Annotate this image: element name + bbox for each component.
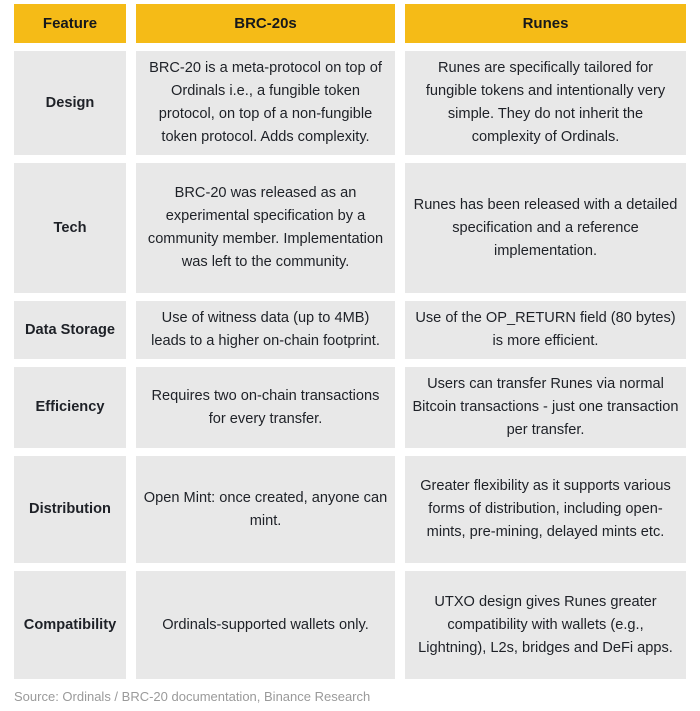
- brc20-cell: Open Mint: once created, anyone can mint…: [136, 456, 395, 564]
- header-cell-feature: Feature: [14, 4, 126, 43]
- table-row-compatibility: Compatibility Ordinals-supported wallets…: [14, 571, 686, 680]
- brc20-cell: BRC-20 was released as an experimental s…: [136, 163, 395, 294]
- source-attribution: Source: Ordinals / BRC-20 documentation,…: [14, 689, 371, 705]
- feature-label: Tech: [14, 163, 126, 294]
- runes-cell: Use of the OP_RETURN field (80 bytes) is…: [405, 301, 686, 360]
- header-cell-runes: Runes: [405, 4, 686, 43]
- runes-cell: Runes are specifically tailored for fung…: [405, 51, 686, 156]
- brc20-cell: Ordinals-supported wallets only.: [136, 571, 395, 680]
- header-cell-brc20: BRC-20s: [136, 4, 395, 43]
- table-row-design: Design BRC-20 is a meta-protocol on top …: [14, 51, 686, 156]
- table-row-data-storage: Data Storage Use of witness data (up to …: [14, 301, 686, 360]
- brc20-cell: Use of witness data (up to 4MB) leads to…: [136, 301, 395, 360]
- runes-cell: Users can transfer Runes via normal Bitc…: [405, 367, 686, 449]
- feature-label: Distribution: [14, 456, 126, 564]
- table-row-tech: Tech BRC-20 was released as an experimen…: [14, 163, 686, 294]
- table-row-efficiency: Efficiency Requires two on-chain transac…: [14, 367, 686, 449]
- feature-label: Data Storage: [14, 301, 126, 360]
- table-header-row: Feature BRC-20s Runes: [14, 4, 686, 43]
- feature-label: Design: [14, 51, 126, 156]
- runes-cell: Runes has been released with a detailed …: [405, 163, 686, 294]
- brc20-cell: Requires two on-chain transactions for e…: [136, 367, 395, 449]
- brc20-vs-runes-table: Feature BRC-20s Runes Design BRC-20 is a…: [14, 4, 686, 680]
- runes-cell: Greater flexibility as it supports vario…: [405, 456, 686, 564]
- brc20-cell: BRC-20 is a meta-protocol on top of Ordi…: [136, 51, 395, 156]
- table-row-distribution: Distribution Open Mint: once created, an…: [14, 456, 686, 564]
- feature-label: Compatibility: [14, 571, 126, 680]
- runes-cell: UTXO design gives Runes greater compatib…: [405, 571, 686, 680]
- feature-label: Efficiency: [14, 367, 126, 449]
